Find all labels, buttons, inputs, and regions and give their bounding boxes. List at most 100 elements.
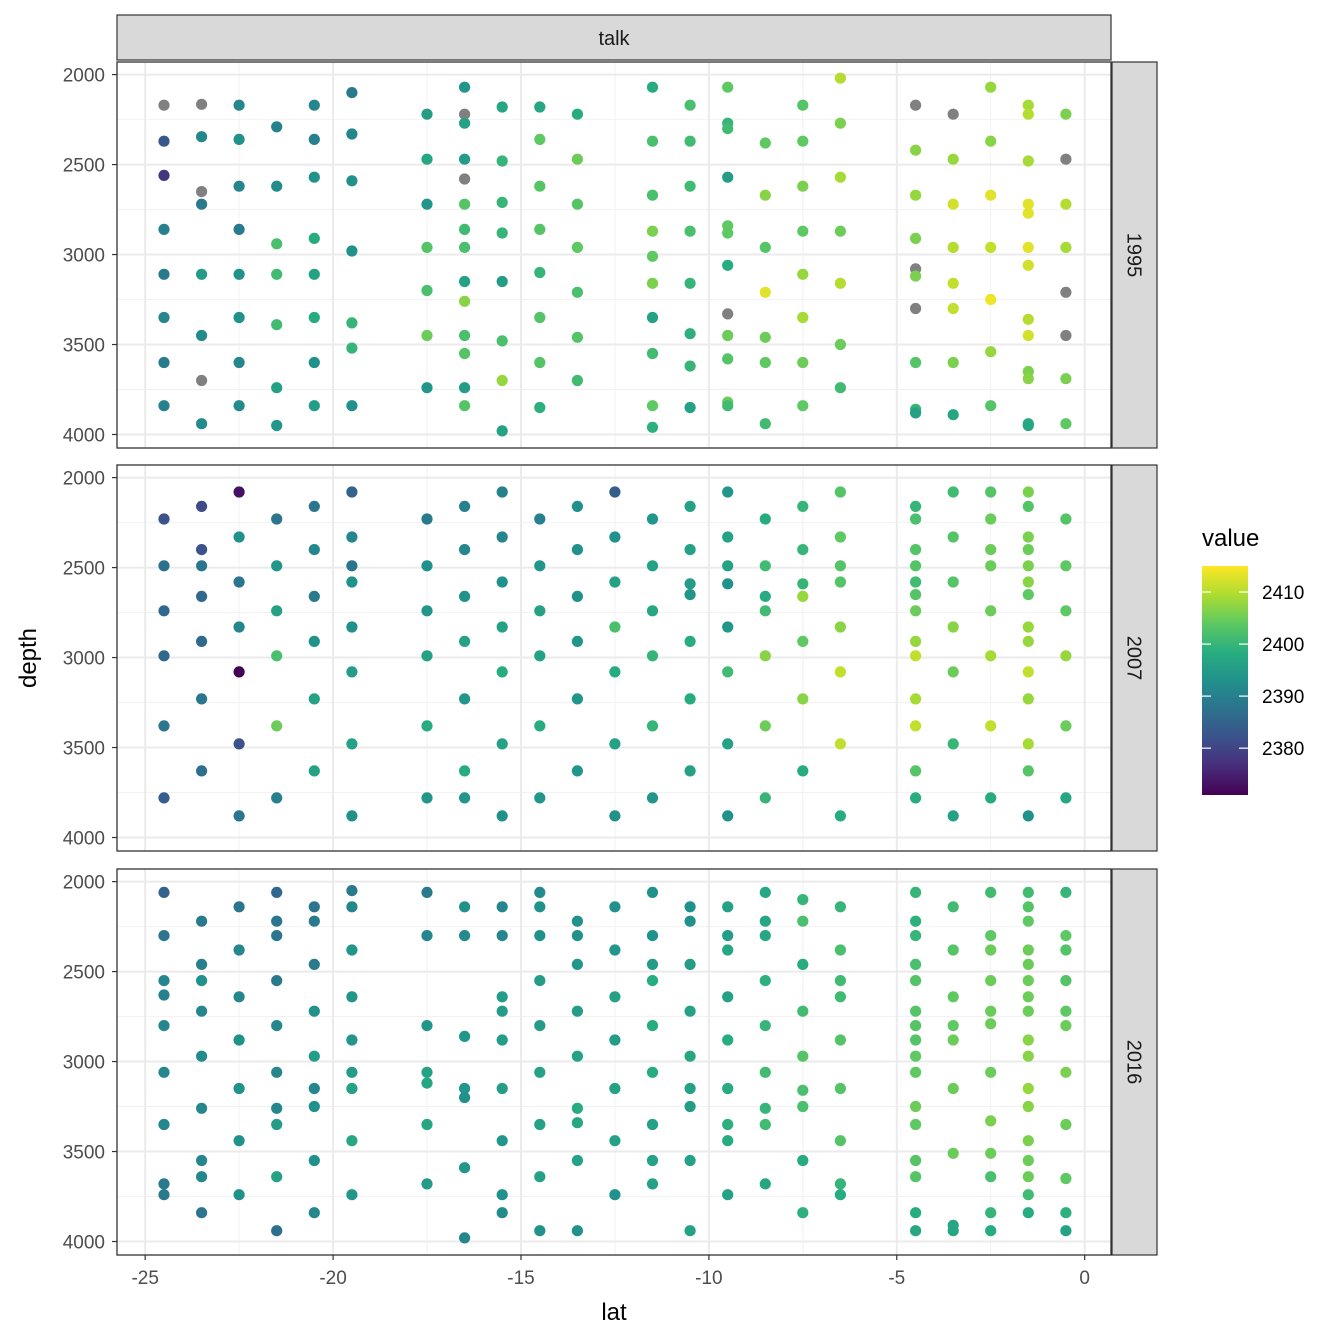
data-point: [609, 1135, 621, 1147]
data-point: [459, 635, 471, 648]
data-point: [947, 1020, 959, 1032]
data-point: [797, 635, 809, 648]
data-point: [233, 901, 245, 913]
data-point: [1022, 198, 1034, 210]
data-point: [158, 311, 170, 324]
data-point: [1060, 513, 1072, 525]
data-point: [421, 605, 433, 617]
data-point: [158, 1118, 170, 1131]
data-point: [571, 1154, 584, 1167]
data-point: [1022, 1005, 1034, 1017]
data-point: [609, 486, 621, 498]
data-point: [158, 792, 170, 804]
legend-title: value: [1202, 525, 1259, 552]
data-point: [910, 635, 922, 648]
data-point: [646, 1118, 659, 1131]
data-point: [910, 513, 922, 525]
data-point: [797, 578, 809, 590]
y-axis-title: depth: [15, 628, 42, 688]
data-point: [684, 578, 696, 590]
data-point: [947, 621, 959, 633]
data-point: [421, 1077, 433, 1089]
data-point: [346, 400, 358, 412]
data-point: [910, 886, 922, 899]
data-point: [947, 810, 959, 822]
data-point: [346, 342, 358, 354]
data-point: [834, 1178, 847, 1190]
data-point: [1022, 259, 1034, 271]
data-point: [797, 1207, 809, 1219]
data-point: [421, 560, 433, 572]
data-point: [834, 225, 847, 237]
data-point: [797, 1100, 809, 1113]
data-point: [346, 666, 358, 678]
data-point: [571, 1050, 584, 1062]
data-point: [609, 576, 621, 588]
data-point: [1022, 241, 1034, 253]
data-point: [308, 693, 320, 705]
data-point: [722, 531, 734, 543]
data-point: [271, 930, 283, 942]
data-point: [985, 1018, 997, 1030]
data-point: [985, 975, 997, 987]
data-point: [684, 360, 696, 372]
data-point: [308, 1082, 320, 1095]
data-point: [947, 409, 959, 421]
data-point: [834, 1034, 847, 1046]
data-point: [797, 765, 809, 777]
data-point: [759, 1020, 771, 1032]
data-point: [534, 605, 546, 617]
data-point: [947, 241, 959, 253]
data-point: [797, 500, 809, 512]
data-point: [233, 133, 245, 145]
data-point: [910, 302, 922, 315]
data-point: [609, 621, 621, 633]
y-tick-label: 3000: [63, 1053, 105, 1074]
data-point: [834, 738, 847, 750]
data-point: [571, 1102, 584, 1114]
data-point: [1022, 1082, 1034, 1095]
data-point: [459, 117, 471, 129]
data-point: [233, 400, 245, 412]
data-point: [308, 1050, 320, 1062]
data-point: [797, 894, 809, 906]
data-point: [421, 1178, 433, 1190]
data-point: [534, 1171, 546, 1183]
data-point: [1060, 418, 1072, 430]
data-point: [421, 153, 433, 165]
data-point: [1060, 1005, 1072, 1017]
data-point: [1022, 635, 1034, 648]
data-point: [646, 930, 659, 942]
data-point: [1060, 605, 1072, 617]
data-point: [534, 223, 546, 235]
data-point: [947, 277, 959, 289]
data-point: [308, 765, 320, 777]
data-point: [910, 407, 922, 419]
data-point: [1022, 810, 1034, 822]
data-point: [646, 513, 659, 525]
data-point: [1022, 1050, 1034, 1062]
data-point: [534, 180, 546, 192]
data-point: [1022, 693, 1034, 705]
data-point: [421, 792, 433, 804]
data-point: [722, 738, 734, 750]
data-point: [1060, 975, 1072, 987]
facet-row-label: 2007: [1123, 636, 1145, 681]
data-point: [308, 1100, 320, 1113]
data-point: [947, 944, 959, 956]
data-point: [196, 329, 208, 342]
facet-row-strip: [1111, 464, 1158, 852]
data-point: [196, 1171, 208, 1183]
data-point: [308, 1207, 320, 1219]
data-point: [722, 171, 734, 183]
data-point: [684, 765, 696, 777]
data-point: [759, 605, 771, 617]
data-point: [421, 241, 433, 253]
data-point: [797, 311, 809, 324]
data-point: [646, 560, 659, 572]
data-point: [459, 382, 471, 394]
data-point: [308, 400, 320, 412]
data-point: [534, 901, 546, 913]
y-tick-label: 3500: [63, 739, 105, 760]
data-point: [722, 308, 734, 320]
